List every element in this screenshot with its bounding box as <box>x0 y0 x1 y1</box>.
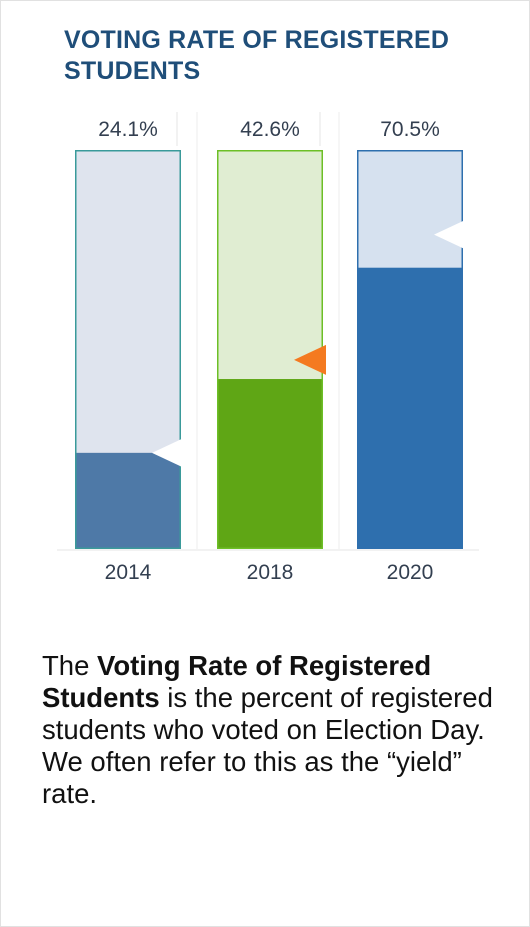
x-tick-label: 2018 <box>247 561 294 584</box>
bar-outline <box>357 150 463 549</box>
chart-title: VOTING RATE OF REGISTERED STUDENTS <box>64 26 450 85</box>
x-tick-label: 2014 <box>105 561 152 584</box>
bar <box>357 267 463 549</box>
reference-marker <box>294 344 326 375</box>
description-lead: The <box>42 650 98 681</box>
value-label: 70.5% <box>380 118 440 141</box>
value-label: 42.6% <box>240 118 300 141</box>
reference-marker <box>152 437 184 468</box>
bar-outline <box>75 150 181 549</box>
chart-area: 24.1% 2014 42.6% 2018 70.5% 2020 <box>57 112 479 584</box>
x-tick-label: 2020 <box>387 561 434 584</box>
description-term: Voting Rate of Registered Students <box>42 650 432 713</box>
bar-chart: 24.1% 2014 42.6% 2018 70.5% 2020 <box>57 112 479 584</box>
description-rest: is the percent of registered students wh… <box>42 682 493 809</box>
description-text: The Voting Rate of Registered Students i… <box>42 650 512 810</box>
bar <box>75 452 181 549</box>
value-label: 24.1% <box>98 118 158 141</box>
reference-marker <box>434 219 466 250</box>
bar <box>217 379 323 549</box>
